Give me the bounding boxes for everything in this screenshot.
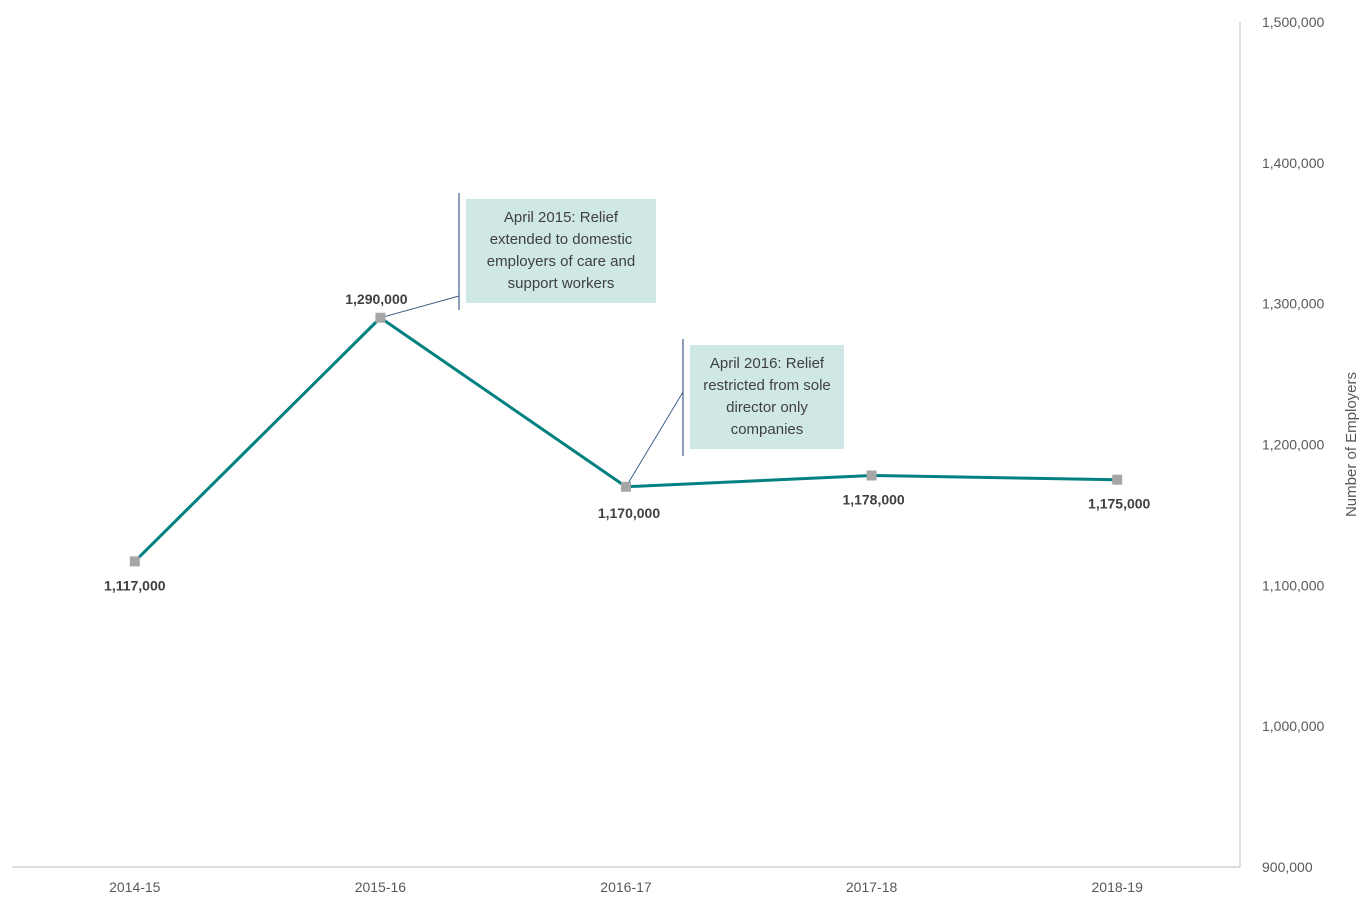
x-tick-label: 2016-17 (600, 879, 652, 895)
data-label: 1,290,000 (345, 291, 407, 307)
series-markers (129, 312, 1123, 567)
y-tick-label: 900,000 (1262, 859, 1313, 875)
y-tick-label: 1,500,000 (1262, 14, 1324, 30)
data-labels: 1,117,000 1,290,000 1,170,000 1,178,000 1,17… (104, 291, 1151, 594)
data-label: 1,170,000 (598, 505, 660, 521)
x-tick-label: 2017-18 (846, 879, 898, 895)
data-point (866, 470, 877, 481)
x-tick-label: 2015-16 (355, 879, 407, 895)
data-point (375, 312, 386, 323)
data-label: 1,178,000 (842, 491, 904, 507)
data-point (1112, 474, 1123, 485)
x-tick-label: 2018-19 (1092, 879, 1144, 895)
x-axis-ticks: 2014-15 2015-16 2016-17 2017-18 2018-19 (109, 879, 1143, 895)
annotation-2016-relief-restricted: April 2016: Relief restricted from sole … (690, 345, 844, 449)
y-tick-label: 1,100,000 (1262, 577, 1324, 593)
annotation-2015-relief-extended: April 2015: Relief extended to domestic … (466, 199, 656, 303)
callout-leader-line (380, 295, 460, 319)
y-axis-title: Number of Employers (1343, 372, 1360, 517)
y-tick-label: 1,000,000 (1262, 718, 1324, 734)
data-label: 1,175,000 (1088, 496, 1150, 512)
data-point (129, 556, 140, 567)
data-label: 1,117,000 (104, 577, 166, 593)
y-tick-label: 1,200,000 (1262, 437, 1324, 453)
callout-leader-line (625, 391, 684, 488)
y-tick-label: 1,300,000 (1262, 296, 1324, 312)
data-point (621, 481, 631, 492)
y-axis-ticks: 900,000 1,000,000 1,100,000 1,200,000 1,300,… (1262, 14, 1324, 875)
y-tick-label: 1,400,000 (1262, 155, 1324, 171)
x-tick-label: 2014-15 (109, 879, 161, 895)
callout-leaders (380, 193, 684, 488)
series-line (133, 316, 1118, 563)
